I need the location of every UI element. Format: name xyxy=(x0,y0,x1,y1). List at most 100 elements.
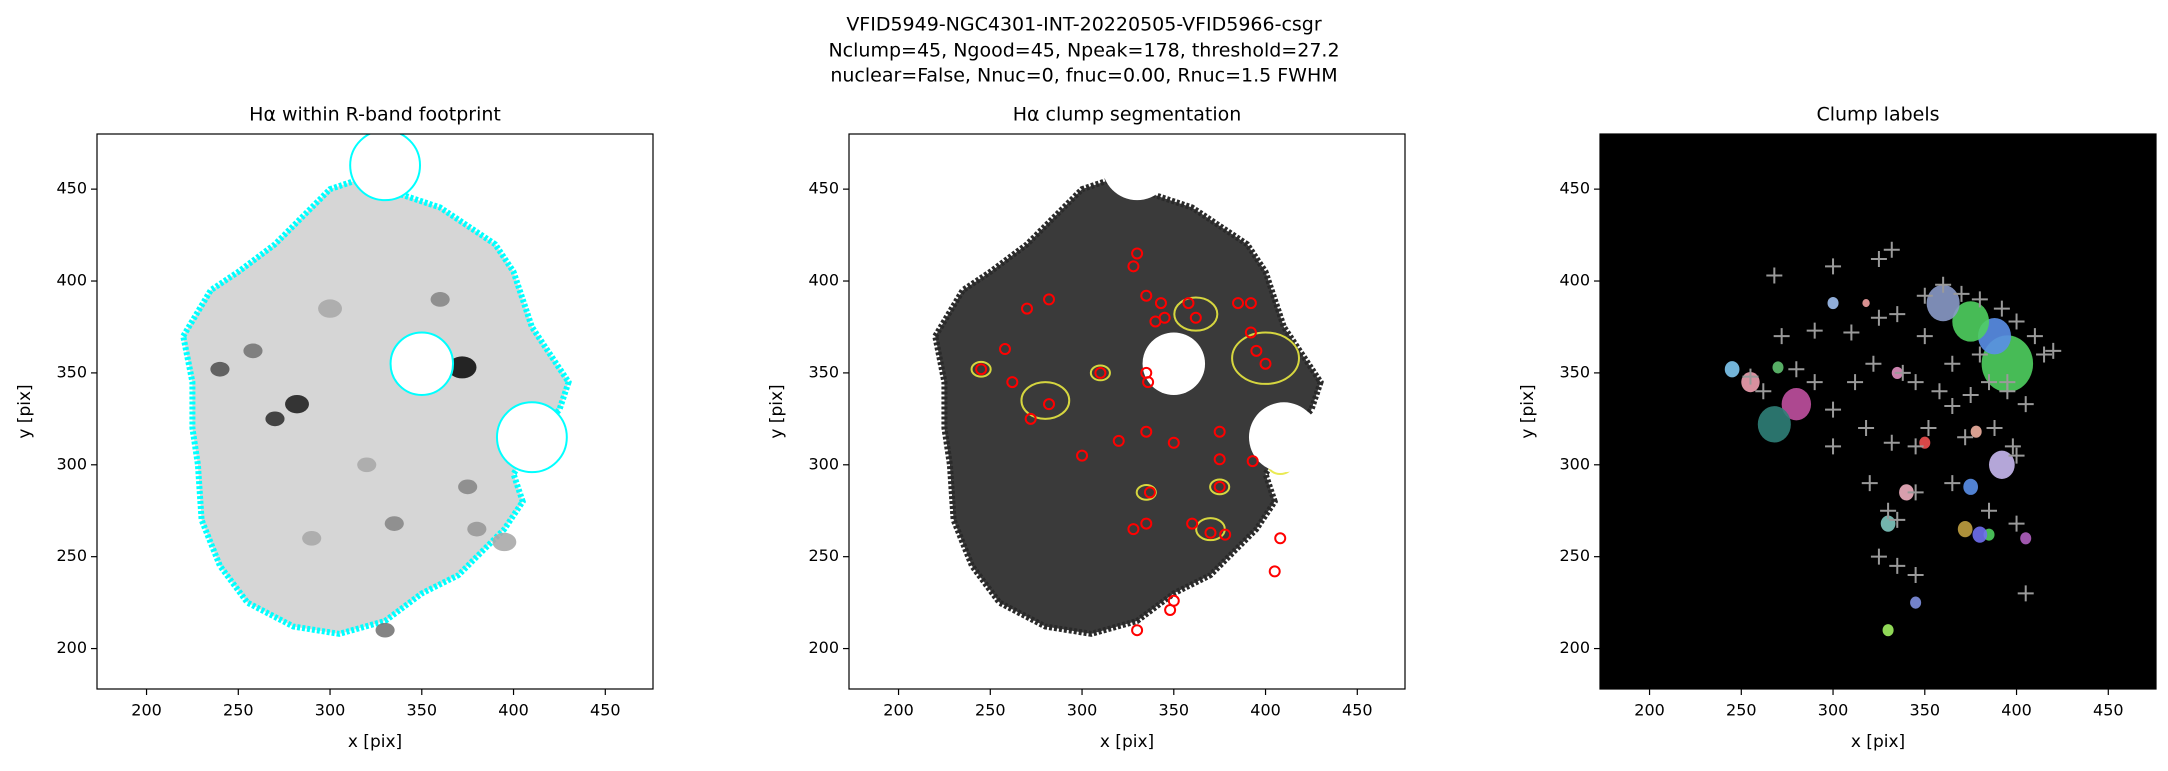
y-tick-label: 350 xyxy=(808,362,839,381)
image-blob xyxy=(302,530,322,546)
peak-marker xyxy=(1944,397,1961,414)
label-region xyxy=(1988,450,2015,479)
clump-marker xyxy=(1244,297,1257,310)
peak-marker xyxy=(1773,328,1790,345)
label-region xyxy=(1910,596,1922,609)
image-blob xyxy=(447,356,477,379)
galaxy-region xyxy=(180,176,572,637)
peak-marker xyxy=(2026,328,2043,345)
suptitle-line: Nclump=45, Ngood=45, Npeak=178, threshol… xyxy=(828,40,1339,62)
label-region xyxy=(1972,526,1988,543)
clump-marker xyxy=(1142,376,1155,389)
peak-marker xyxy=(2036,346,2053,363)
x-tick-label: 200 xyxy=(1634,701,1665,720)
image-blob xyxy=(970,360,992,378)
clump-marker xyxy=(1140,425,1153,438)
clump-marker xyxy=(1112,434,1125,447)
peak-marker xyxy=(1907,484,1924,501)
y-tick-label: 450 xyxy=(1559,179,1590,198)
y-axis-label: y [pix] xyxy=(15,384,35,438)
x-tick-label: 450 xyxy=(590,701,621,720)
mask-hole xyxy=(495,401,568,474)
clump-marker xyxy=(1127,523,1140,536)
image-blob xyxy=(1231,331,1300,385)
y-tick-label: 400 xyxy=(56,271,87,290)
peak-marker xyxy=(1971,346,1988,363)
peak-marker xyxy=(1935,276,1952,293)
peak-marker xyxy=(1883,241,1900,258)
y-tick-label: 450 xyxy=(808,179,839,198)
x-axis-label: x [pix] xyxy=(1851,732,1905,752)
image-blob xyxy=(357,457,377,473)
label-region xyxy=(1899,484,1914,501)
image-panel xyxy=(1600,134,2156,689)
peak-marker xyxy=(1883,434,1900,451)
axes-frame xyxy=(848,133,1406,690)
y-tick-label: 250 xyxy=(1559,546,1590,565)
clump-marker xyxy=(1189,311,1202,324)
peak-marker xyxy=(2017,396,2034,413)
image-blob xyxy=(1020,381,1071,420)
peak-marker xyxy=(1920,420,1937,437)
suptitle-line: nuclear=False, Nnuc=0, fnuc=0.00, Rnuc=1… xyxy=(830,65,1337,87)
clump-marker xyxy=(1219,528,1232,541)
label-region xyxy=(1957,521,1973,538)
clump-marker xyxy=(1204,526,1217,539)
image-blob xyxy=(265,411,285,427)
y-tick-label: 450 xyxy=(56,179,87,198)
label-region xyxy=(1724,361,1740,378)
x-axis-label: x [pix] xyxy=(348,732,402,752)
peak-marker xyxy=(1981,374,1998,391)
clump-marker xyxy=(1246,455,1259,468)
peak-marker xyxy=(1861,475,1878,492)
clump-marker xyxy=(1140,517,1153,530)
peak-marker xyxy=(1766,267,1783,284)
peak-marker xyxy=(1865,355,1882,372)
clump-marker xyxy=(1143,486,1156,499)
x-tick-label: 450 xyxy=(2093,701,2124,720)
peak-marker xyxy=(1953,285,1970,302)
galaxy-region xyxy=(932,176,1324,637)
x-tick-label: 350 xyxy=(1910,701,1941,720)
clump-marker xyxy=(1259,357,1272,370)
panel-title: Hα clump segmentation xyxy=(1013,104,1242,126)
peak-marker xyxy=(2008,515,2025,532)
image-blob xyxy=(318,299,342,318)
panel-title: Clump labels xyxy=(1816,104,1939,126)
y-tick-label: 200 xyxy=(808,638,839,657)
peak-marker xyxy=(2045,342,2062,359)
peak-marker xyxy=(1916,287,1933,304)
label-region xyxy=(1827,297,1839,310)
y-tick-label: 300 xyxy=(56,454,87,473)
peak-marker xyxy=(1889,511,1906,528)
y-tick-label: 350 xyxy=(56,362,87,381)
y-tick-label: 400 xyxy=(1559,271,1590,290)
peak-marker xyxy=(1981,502,1998,519)
y-tick-label: 350 xyxy=(1559,362,1590,381)
y-axis-label: y [pix] xyxy=(1518,384,1538,438)
clump-marker xyxy=(1244,326,1257,339)
y-tick-label: 300 xyxy=(1559,454,1590,473)
clump-marker xyxy=(1131,624,1144,637)
x-tick-label: 250 xyxy=(1726,701,1757,720)
x-axis-label: x [pix] xyxy=(1100,732,1154,752)
clump-marker xyxy=(1213,425,1226,438)
peak-marker xyxy=(1907,438,1924,455)
axes-frame xyxy=(96,133,654,690)
peak-marker xyxy=(1870,309,1887,326)
clump-marker xyxy=(1158,311,1171,324)
peak-marker xyxy=(1755,383,1772,400)
peak-marker xyxy=(2008,313,2025,330)
image-blob xyxy=(492,532,517,552)
peak-marker xyxy=(1962,386,1979,403)
peak-marker xyxy=(1999,374,2016,391)
label-region xyxy=(1781,387,1812,421)
peak-marker xyxy=(1986,420,2003,437)
y-tick-label: 300 xyxy=(808,454,839,473)
clump-marker xyxy=(1182,297,1195,310)
y-tick-label: 200 xyxy=(56,638,87,657)
peak-marker xyxy=(1907,567,1924,584)
clump-marker xyxy=(1020,302,1033,315)
x-tick-label: 350 xyxy=(1159,701,1190,720)
peak-marker xyxy=(1843,324,1860,341)
